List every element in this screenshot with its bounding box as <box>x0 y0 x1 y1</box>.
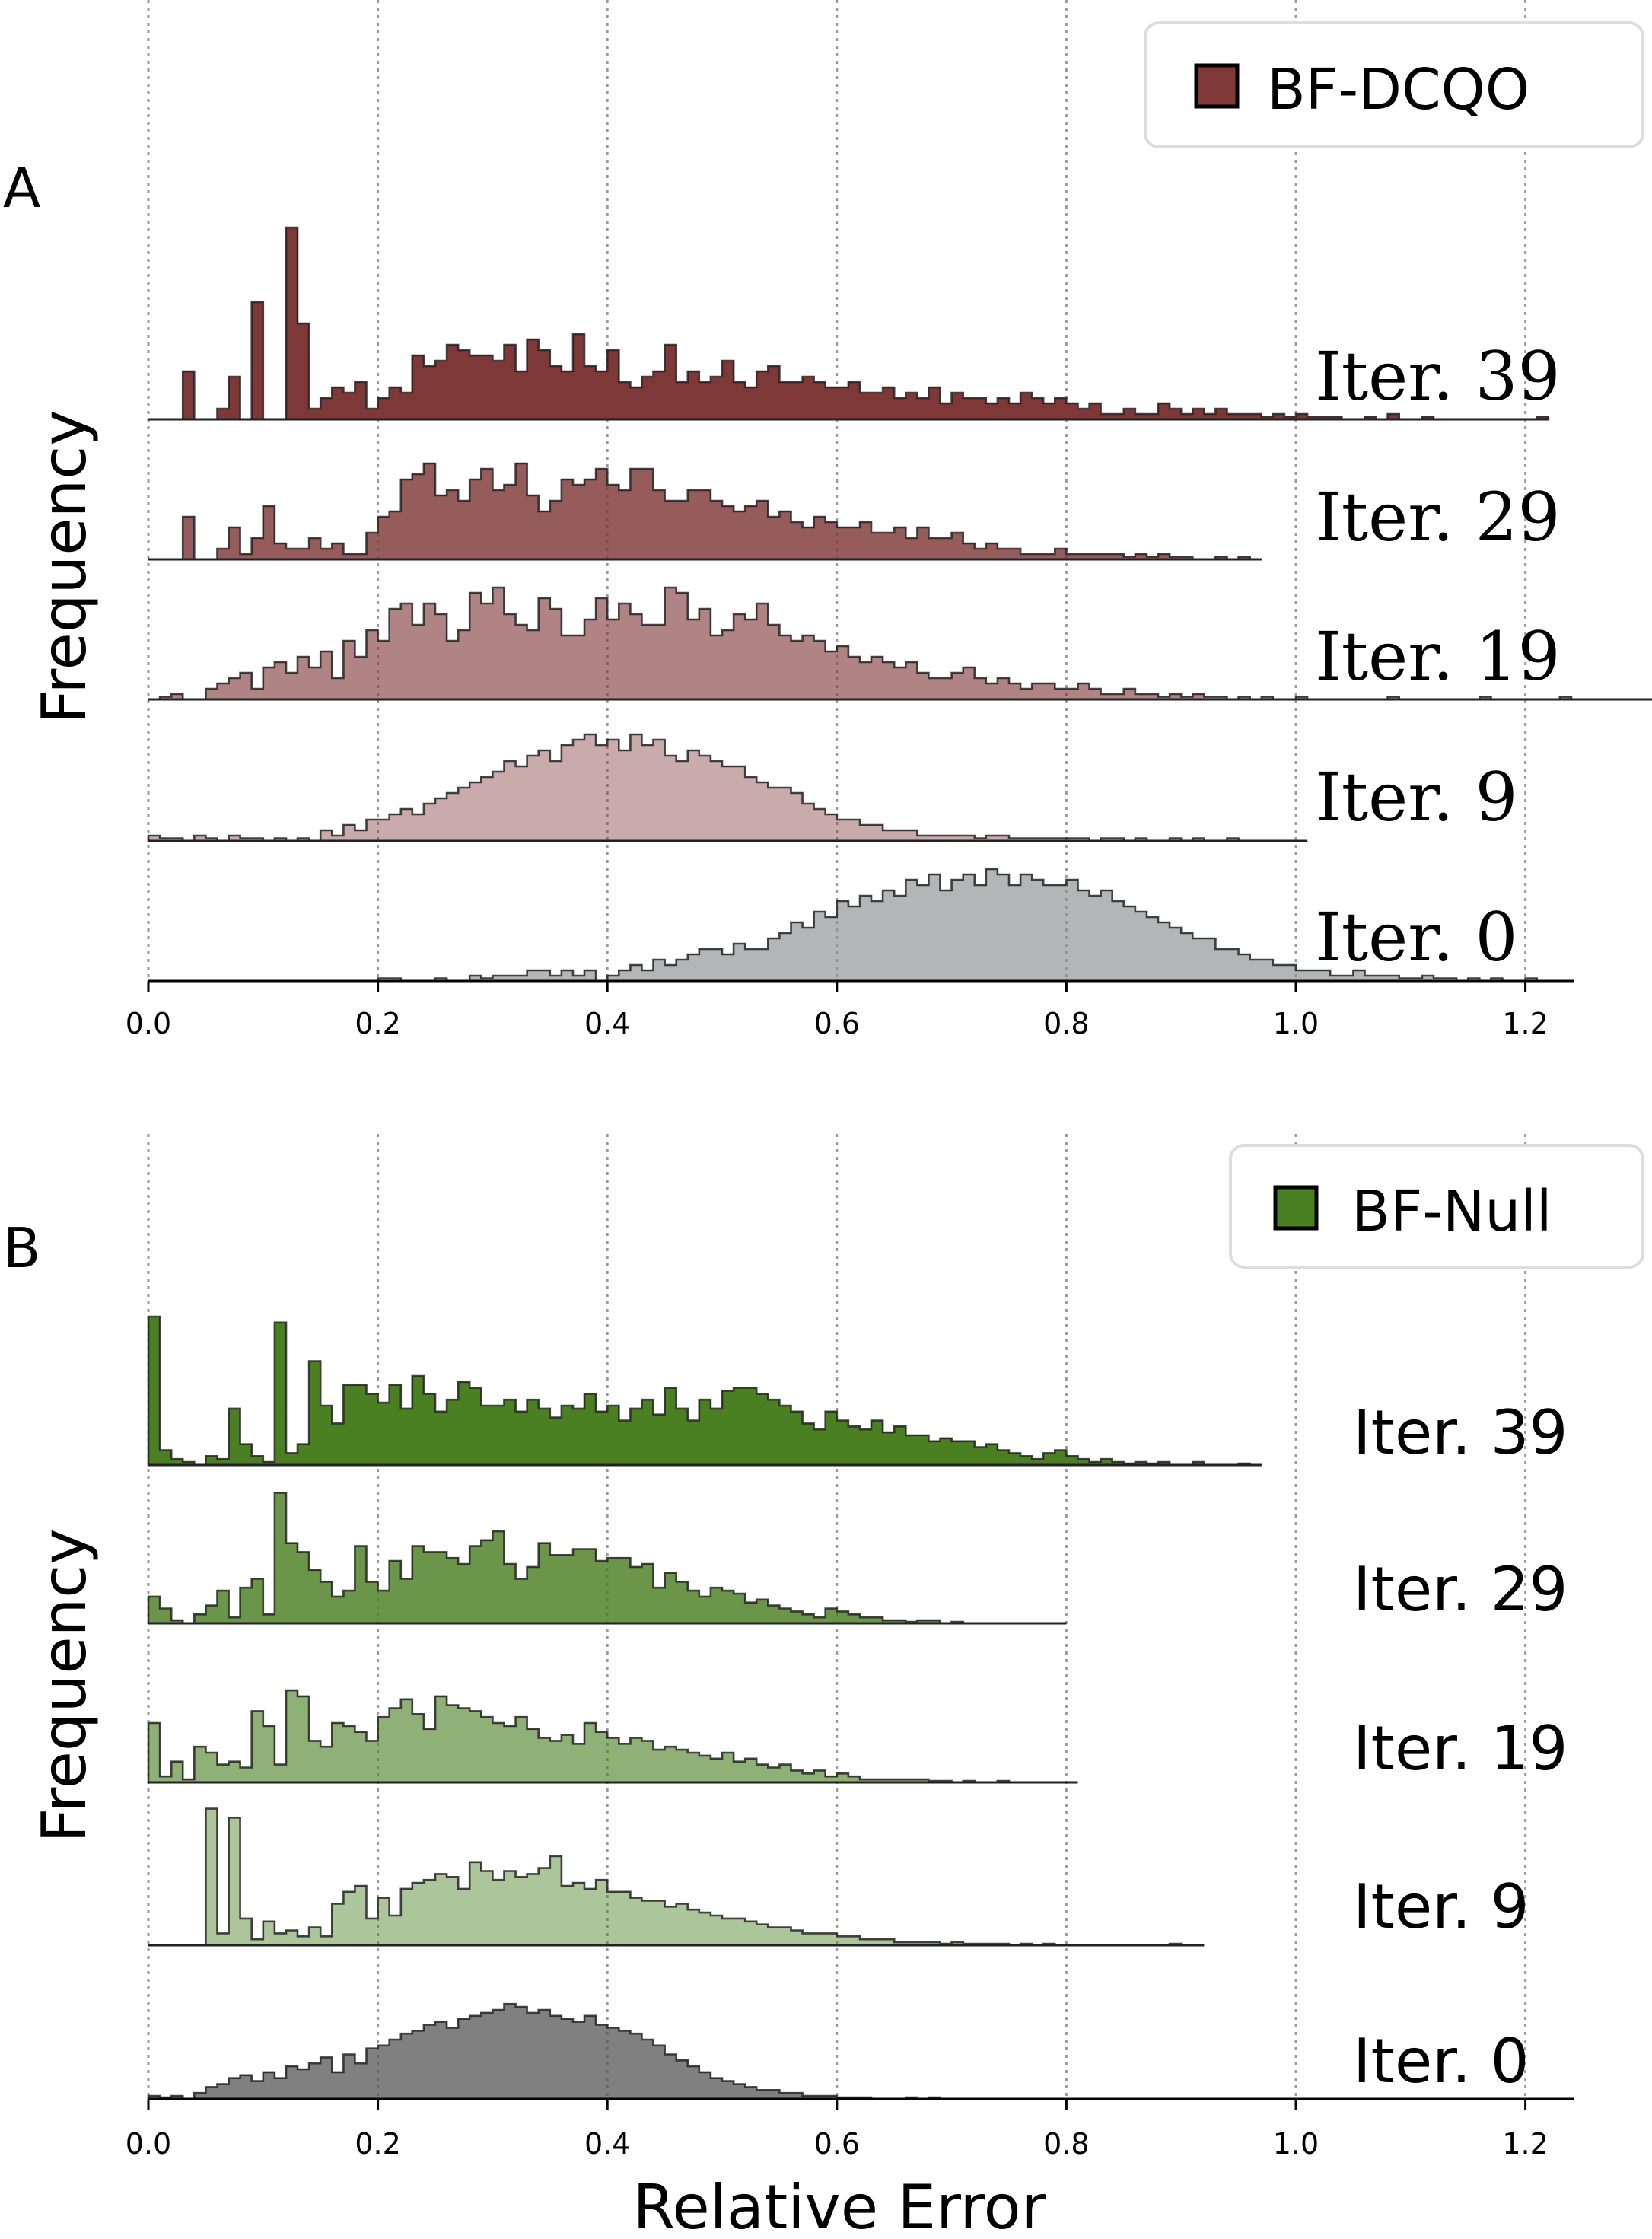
panel-b-histogram-outline <box>205 1807 1205 1947</box>
panel-a-histogram-fill <box>148 588 1652 699</box>
panel-b-histogram-fill <box>205 1808 1205 1945</box>
panel-a-label: A <box>3 156 40 220</box>
panel-a-series-label: Iter. 19 <box>1315 617 1561 696</box>
panel-a-series-3: Iter. 9 <box>147 733 1518 842</box>
panel-a-legend-label: BF-DCQO <box>1267 57 1529 123</box>
panel-a-ridges: Iter. 39 Iter. 29 Iter. 19 Iter. 9 Iter. 0 <box>147 226 1652 983</box>
panel-b-histogram-fill <box>148 1690 1078 1782</box>
panel-b-legend-swatch <box>1273 1185 1319 1231</box>
panel-b-histogram-fill <box>148 2004 952 2099</box>
panel-b-series-0: Iter. 39 <box>147 1315 1568 1468</box>
panel-a-legend-frame <box>1144 21 1644 148</box>
panel-b-series-label: Iter. 39 <box>1353 1397 1568 1468</box>
panel-a-x-tick-label: 1.0 <box>1273 1007 1319 1040</box>
panel-a-x-ticks: 0.0 0.2 0.4 0.6 0.8 1.0 1.2 <box>126 981 1549 1040</box>
panel-a-series-label: Iter. 39 <box>1315 337 1561 416</box>
panel-b-series-label: Iter. 19 <box>1353 1713 1568 1784</box>
panel-a-histogram-outline <box>181 226 1550 421</box>
panel-a-x-tick-label: 0.4 <box>584 1007 630 1040</box>
panel-b-x-tick-label: 1.0 <box>1273 2127 1319 2161</box>
panel-a-series-1: Iter. 29 <box>148 462 1561 561</box>
panel-b-series-label: Iter. 9 <box>1353 1871 1529 1942</box>
panel-b-histogram-outline <box>147 1315 1262 1467</box>
panel-b-x-tick-label: 0.6 <box>814 2127 860 2161</box>
panel-b-label: B <box>3 1216 40 1280</box>
panel-b-legend-label: BF-Null <box>1351 1179 1552 1244</box>
panel-b-x-tick-label: 0.4 <box>584 2127 630 2161</box>
panel-b-legend: BF-Null <box>1229 1144 1644 1269</box>
panel-b-x-ticks: 0.0 0.2 0.4 0.6 0.8 1.0 1.2 <box>126 2099 1549 2161</box>
panel-a-histogram-outline <box>181 462 1262 561</box>
panel-b-histogram-outline <box>147 1492 1067 1625</box>
panel-b-legend-frame <box>1229 1144 1644 1269</box>
panel-a-x-tick-label: 0.8 <box>1043 1007 1089 1040</box>
panel-b-x-tick-label: 0.0 <box>126 2127 171 2161</box>
panel-b-histogram-fill <box>148 1317 1262 1465</box>
panel-b-series-3: Iter. 9 <box>148 1807 1529 1947</box>
panel-a-series-0: Iter. 39 <box>148 226 1561 421</box>
panel-a-series-label: Iter. 9 <box>1315 758 1518 836</box>
panel-b-series-label: Iter. 0 <box>1353 2026 1529 2097</box>
panel-a-histogram-fill <box>377 869 1560 981</box>
panel-b-x-axis-title: Relative Error <box>632 2172 1046 2239</box>
panel-a-histogram-outline <box>377 868 1560 983</box>
panel-a-y-axis-title: Frequency <box>29 409 100 724</box>
panel-a-x-tick-label: 0.0 <box>126 1007 171 1040</box>
panel-b-ridges: Iter. 39 Iter. 29 Iter. 19 Iter. 9 Iter. 0 <box>147 1315 1568 2100</box>
panel-a-x-tick-label: 0.6 <box>814 1007 860 1040</box>
panel-a-x-tick-label: 0.2 <box>355 1007 400 1040</box>
panel-a-series-label: Iter. 29 <box>1315 478 1561 556</box>
panel-a-series-label: Iter. 0 <box>1315 898 1518 976</box>
panel-b-series-2: Iter. 19 <box>147 1689 1568 1784</box>
panel-b-series-4: Iter. 0 <box>147 2002 1529 2100</box>
panel-b-series-1: Iter. 29 <box>147 1492 1568 1625</box>
panel-a-series-2: Iter. 19 <box>148 586 1652 701</box>
panel-a-histogram-fill <box>183 463 1262 559</box>
panel-b-histogram-outline <box>147 1689 1078 1784</box>
panel-b-series-label: Iter. 29 <box>1353 1554 1568 1625</box>
panel-a-histogram-fill <box>148 734 1308 841</box>
panel-a-series-4: Iter. 0 <box>148 868 1560 983</box>
panel-a-x-tick-label: 1.2 <box>1502 1007 1548 1040</box>
panel-b-histogram-outline <box>147 2002 952 2100</box>
panel-b-x-tick-label: 0.8 <box>1043 2127 1089 2161</box>
panel-b-y-axis-title: Frequency <box>29 1528 100 1842</box>
panel-a-legend-swatch <box>1194 63 1240 109</box>
panel-b-x-tick-label: 0.2 <box>355 2127 400 2161</box>
panel-a-legend: BF-DCQO <box>1144 21 1644 148</box>
panel-b-x-tick-label: 1.2 <box>1502 2127 1548 2161</box>
